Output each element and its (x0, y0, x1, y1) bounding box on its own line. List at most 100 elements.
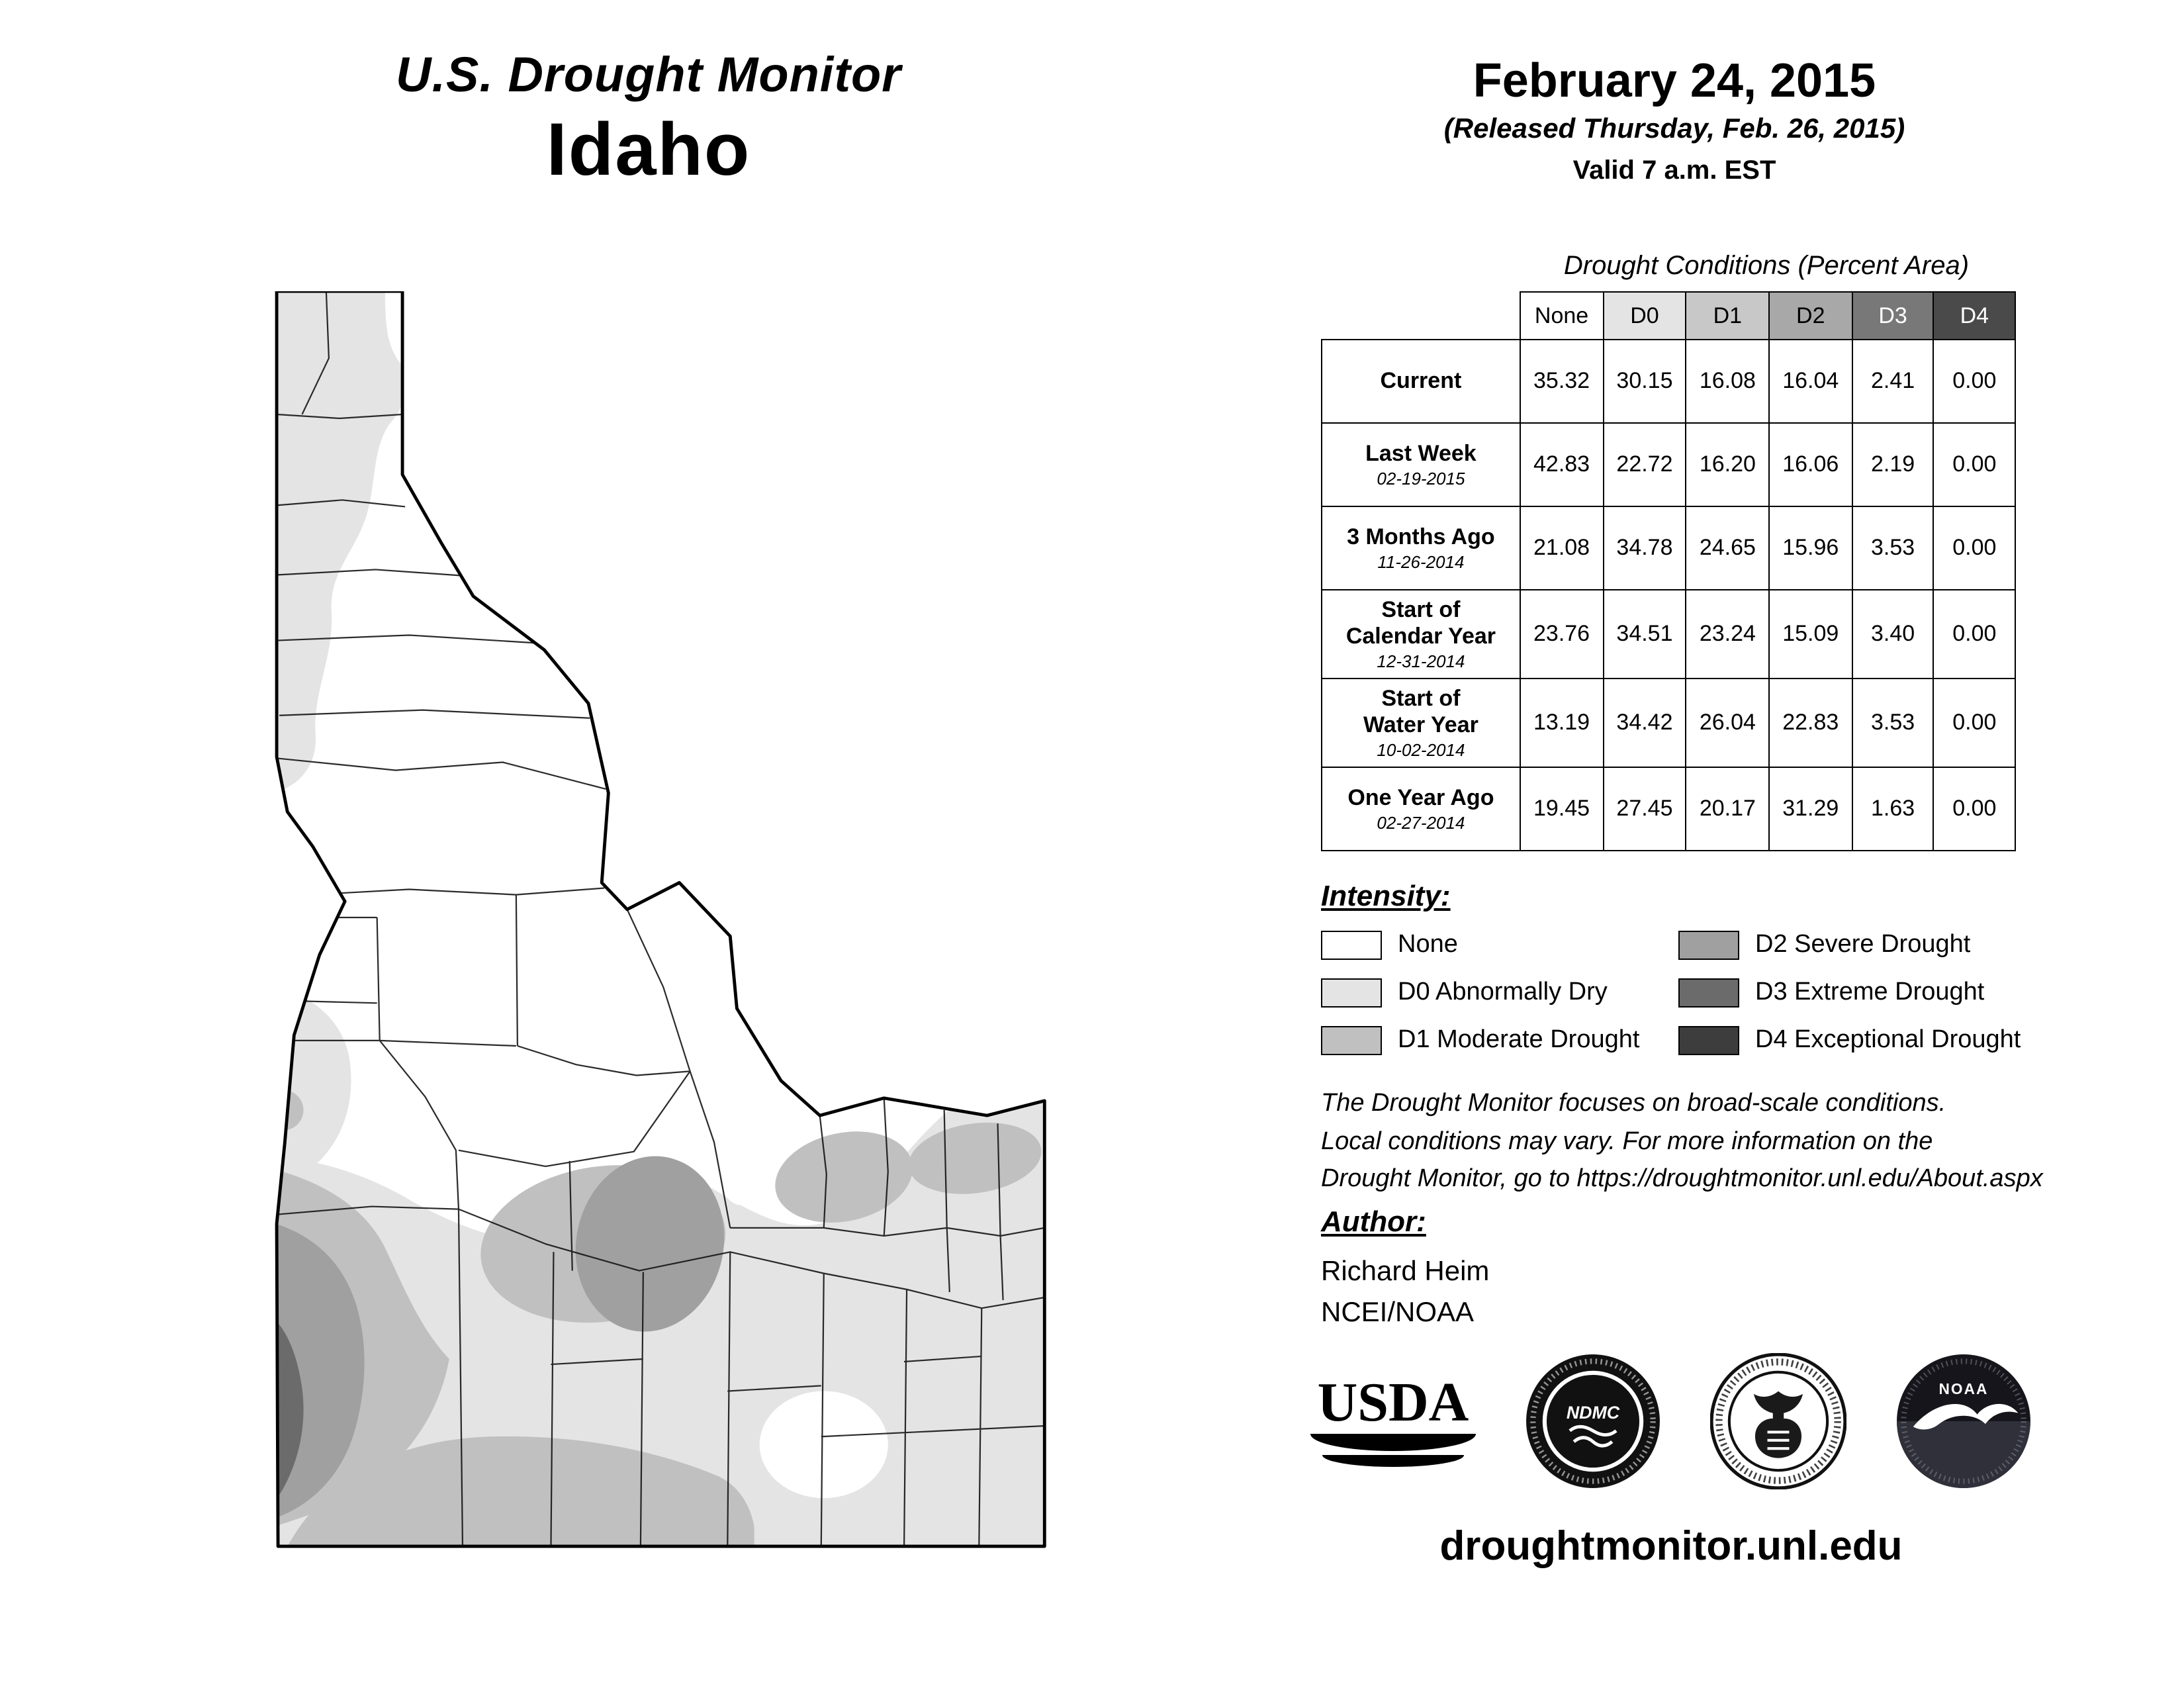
author-name: Richard Heim (1321, 1256, 1490, 1287)
noaa-lower-half (1897, 1421, 2030, 1487)
intensity-title: Intensity: (1321, 879, 1451, 912)
value-cell: 23.24 (1685, 588, 1770, 680)
noaa-wordmark: NOAA (1939, 1380, 1989, 1397)
value-cell: 16.06 (1768, 422, 1853, 507)
value-cell: 20.17 (1685, 767, 1770, 852)
table-row: Current 35.32 30.15 16.08 16.04 2.41 0.00 (1321, 339, 2016, 424)
table-title: Drought Conditions (Percent Area) (1563, 252, 1970, 281)
value-cell: 0.00 (1933, 506, 2016, 590)
ndmc-wave (1569, 1424, 1617, 1436)
row-label: Start of Water Year 10-02-2014 (1321, 678, 1521, 769)
usda-logo: USDA (1310, 1375, 1476, 1466)
noaa-logo: NOAA (1897, 1354, 2030, 1487)
logos-row: USDA NDMC NOAA (1310, 1348, 2032, 1493)
row-label: One Year Ago 02-27-2014 (1321, 767, 1521, 852)
table-row: 3 Months Ago 11-26-2014 21.08 34.78 24.65 15.… (1321, 506, 2016, 590)
conditions-table-block: Drought Conditions (Percent Area) None D0… (1321, 252, 2016, 852)
value-cell: 16.08 (1685, 339, 1770, 424)
table-row: Start of Calendar Year 12-31-2014 23.76 34.… (1321, 588, 2016, 680)
commerce-eagle-emblem (1753, 1390, 1803, 1458)
value-cell: 0.00 (1933, 339, 2016, 424)
value-cell: 0.00 (1933, 767, 2016, 852)
value-cell: 24.65 (1685, 506, 1770, 590)
column-header-d1: D1 (1685, 291, 1770, 340)
noaa-ring-text (1901, 1358, 2026, 1483)
legend-swatch (1321, 978, 1382, 1008)
value-cell: 19.45 (1519, 767, 1604, 852)
legend-item: D2 Severe Drought (1678, 931, 2062, 960)
release-date: (Released Thursday, Feb. 26, 2015) (1443, 114, 1905, 144)
usda-swoosh (1322, 1454, 1465, 1466)
row-label: 3 Months Ago 11-26-2014 (1321, 506, 1521, 590)
legend-swatch (1321, 931, 1382, 960)
value-cell: 15.96 (1768, 506, 1853, 590)
value-cell: 0.00 (1933, 422, 2016, 507)
legend-label: D2 Severe Drought (1755, 931, 1971, 959)
title-block: U.S. Drought Monitor Idaho (251, 48, 1046, 192)
author-org: NCEI/NOAA (1321, 1297, 1475, 1328)
legend-item: D0 Abnormally Dry (1321, 978, 1678, 1008)
drought-none-area (759, 1391, 888, 1499)
author-block: Author: Richard Heim NCEI/NOAA (1321, 1205, 1489, 1329)
column-header-d2: D2 (1768, 291, 1853, 340)
drought-d1-area (775, 1131, 913, 1223)
commerce-seal-logo (1710, 1352, 1846, 1489)
legend-swatch (1678, 978, 1739, 1008)
drought-d1-area (286, 1436, 754, 1546)
commerce-ring-text (1715, 1358, 1841, 1483)
legend-item: D1 Moderate Drought (1321, 1026, 1678, 1055)
valid-time: Valid 7 a.m. EST (1572, 156, 1776, 185)
value-cell: 21.08 (1519, 506, 1604, 590)
drought-d0-area (277, 291, 420, 794)
legend-swatch (1678, 931, 1739, 960)
legend-label: D4 Exceptional Drought (1755, 1026, 2021, 1054)
map-date: February 24, 2015 (1473, 53, 1876, 107)
report-title: U.S. Drought Monitor (396, 48, 901, 102)
row-label: Start of Calendar Year 12-31-2014 (1321, 588, 1521, 680)
idaho-map-svg (275, 289, 1046, 1548)
drought-conditions-table: None D0 D1 D2 D3 D4 Current 35.32 30.15 16.08 16.0… (1321, 291, 2016, 852)
legend-label: D1 Moderate Drought (1398, 1026, 1640, 1054)
legend-columns: None D0 Abnormally Dry D1 Moderate Drought… (1321, 931, 2062, 1074)
table-row: Last Week 02-19-2015 42.83 22.72 16.20 16.06 2… (1321, 422, 2016, 507)
legend-column-left: None D0 Abnormally Dry D1 Moderate Drought (1321, 931, 1678, 1074)
ndmc-logo: NDMC (1526, 1354, 1660, 1487)
table-row: Start of Water Year 10-02-2014 13.19 34.42 2… (1321, 678, 2016, 769)
ndmc-ring-text (1530, 1358, 1656, 1483)
commerce-shield-stripes (1767, 1430, 1790, 1450)
drought-d1-area (277, 1090, 304, 1131)
county-boundaries (277, 291, 1045, 1546)
value-cell: 22.72 (1602, 422, 1687, 507)
value-cell: 27.45 (1602, 767, 1687, 852)
value-cell: 3.53 (1851, 506, 1934, 590)
value-cell: 34.51 (1602, 588, 1687, 680)
legend-swatch (1678, 1026, 1739, 1055)
table-corner-spacer (1322, 292, 1520, 340)
table-header-row: None D0 D1 D2 D3 D4 (1322, 291, 2016, 340)
legend-item: None (1321, 931, 1678, 960)
site-url-link[interactable]: droughtmonitor.unl.edu (1439, 1523, 1903, 1569)
value-cell: 2.41 (1851, 339, 1934, 424)
value-cell: 3.40 (1851, 588, 1934, 680)
ndmc-wordmark: NDMC (1567, 1402, 1620, 1422)
row-label: Last Week 02-19-2015 (1321, 422, 1521, 507)
value-cell: 42.83 (1519, 422, 1604, 507)
column-header-d0: D0 (1602, 291, 1687, 340)
date-block: February 24, 2015 (Released Thursday, Fe… (1317, 53, 2032, 187)
row-label: Current (1321, 339, 1521, 424)
value-cell: 31.29 (1768, 767, 1853, 852)
value-cell: 34.42 (1602, 678, 1687, 769)
intensity-legend: Intensity: None D0 Abnormally Dry D1 Moder… (1321, 879, 2062, 1074)
state-drought-map (245, 289, 1055, 1549)
value-cell: 1.63 (1851, 767, 1934, 852)
drought-d1-area (908, 1122, 1042, 1194)
legend-column-right: D2 Severe Drought D3 Extreme Drought D4 Ex… (1678, 931, 2062, 1074)
value-cell: 16.04 (1768, 339, 1853, 424)
value-cell: 23.76 (1519, 588, 1604, 680)
value-cell: 34.78 (1602, 506, 1687, 590)
drought-none-area (711, 1076, 770, 1205)
legend-swatch (1321, 1026, 1382, 1055)
legend-label: None (1398, 931, 1458, 959)
value-cell: 2.19 (1851, 422, 1934, 507)
